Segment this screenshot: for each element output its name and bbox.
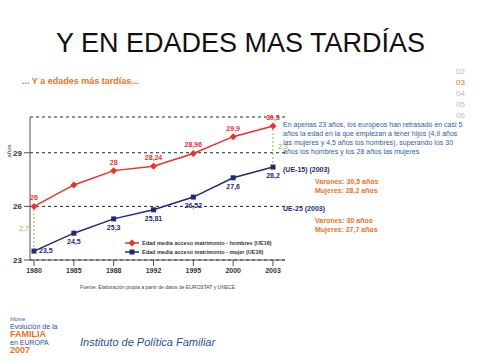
svg-text:28,2: 28,2 xyxy=(266,172,280,180)
svg-text:27,6: 27,6 xyxy=(226,183,240,191)
svg-text:2000: 2000 xyxy=(225,267,241,274)
svg-text:1995: 1995 xyxy=(186,267,202,274)
svg-text:28,24: 28,24 xyxy=(145,154,163,162)
svg-text:1985: 1985 xyxy=(66,267,82,274)
svg-text:1988: 1988 xyxy=(106,267,122,274)
svg-text:23,5: 23,5 xyxy=(39,247,53,255)
svg-text:28: 28 xyxy=(110,159,118,166)
svg-text:25,3: 25,3 xyxy=(107,224,121,232)
svg-text:23: 23 xyxy=(13,256,22,265)
svg-text:26: 26 xyxy=(13,202,22,211)
svg-text:29,9: 29,9 xyxy=(226,125,240,133)
svg-text:1992: 1992 xyxy=(146,267,162,274)
svg-text:2,7: 2,7 xyxy=(19,225,29,232)
svg-text:2003: 2003 xyxy=(265,267,281,274)
svg-text:24,5: 24,5 xyxy=(67,238,81,246)
svg-text:25,81: 25,81 xyxy=(145,215,163,223)
svg-text:26: 26 xyxy=(30,194,38,201)
svg-text:1980: 1980 xyxy=(26,267,42,274)
svg-text:28,96: 28,96 xyxy=(185,141,203,149)
svg-text:29: 29 xyxy=(13,149,22,158)
svg-text:26,52: 26,52 xyxy=(185,202,203,210)
svg-text:30,5: 30,5 xyxy=(266,114,280,122)
